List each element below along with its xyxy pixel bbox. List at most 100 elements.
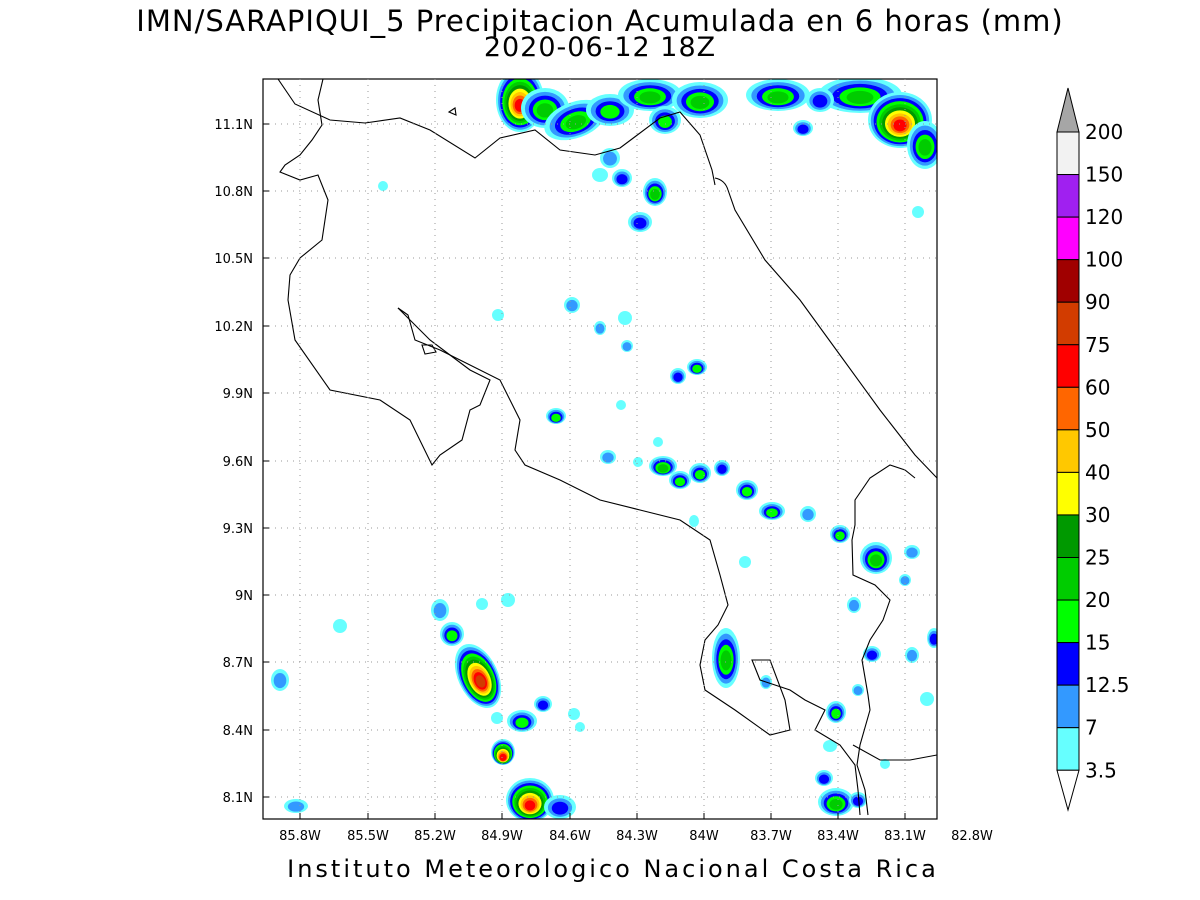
colorbar-label: 120 [1085, 205, 1123, 229]
precip-cell [618, 79, 682, 111]
precip-contour [812, 94, 828, 108]
precip-cell [818, 788, 854, 816]
precip-contour [616, 400, 626, 410]
precip-contour [741, 487, 753, 497]
precip-contour [673, 372, 683, 382]
precip-cell [600, 450, 616, 464]
lat-tick-label: 10.8N [214, 185, 253, 200]
precip-contour [650, 188, 660, 200]
precip-cell [506, 778, 554, 819]
inner-coast-loop [421, 344, 437, 355]
colorbar-label: 150 [1085, 163, 1123, 187]
colorbar-swatch [1056, 216, 1080, 261]
map-title: IMN/SARAPIQUI_5 Precipitacion Acumulada … [136, 4, 1064, 38]
precip-contour [475, 675, 486, 688]
precip-cell [907, 121, 937, 169]
precip-contour [565, 115, 587, 130]
precip-cell [687, 359, 707, 375]
colorbar-label: 75 [1085, 333, 1110, 357]
lon-tick-label: 85.8W [279, 829, 321, 844]
lon-tick-label: 83.7W [750, 829, 792, 844]
precip-cell [672, 82, 728, 118]
precip-cell [904, 545, 920, 559]
colorbar-swatch [1056, 642, 1080, 686]
precip-cell [830, 525, 850, 543]
colorbar-label: 50 [1085, 418, 1110, 442]
colorbar-swatch [1056, 131, 1080, 176]
graticule [263, 79, 937, 819]
precip-contour [657, 464, 669, 473]
latitude-tick-labels: 11.1N 10.8N 10.5N 10.2N 9.9N 9.6N 9.3N 9N 8.7N 8.… [214, 118, 253, 806]
colorbar-label: 20 [1085, 588, 1110, 612]
precip-contour [491, 712, 503, 724]
colorbar-label: 90 [1085, 290, 1110, 314]
precip-contour [906, 649, 918, 662]
colorbar-swatch [1056, 727, 1080, 771]
precip-contour [720, 650, 732, 671]
precip-contour [536, 103, 554, 118]
precip-contour [639, 91, 661, 104]
precip-contour [524, 800, 536, 811]
precip-contour [853, 686, 863, 696]
precip-contour [818, 774, 830, 784]
precip-contour [592, 168, 608, 182]
precip-contour [880, 759, 890, 769]
precip-contour [848, 599, 860, 612]
colorbar-swatch [1056, 344, 1080, 388]
colorbar-swatch [1056, 684, 1080, 729]
precip-contour [852, 796, 864, 806]
colorbar-swatch [1056, 599, 1080, 644]
colorbar-swatch [1056, 386, 1080, 431]
precip-contour [823, 740, 837, 752]
precip-cell [826, 701, 846, 723]
precip-cell [736, 480, 758, 500]
precip-contour [575, 722, 585, 732]
precip-cell [628, 212, 652, 232]
colorbar-top-triangle [1056, 87, 1080, 133]
precip-contour [568, 708, 580, 720]
pacific-coast-south [852, 744, 937, 761]
colorbar-swatch [1056, 429, 1080, 473]
precip-cell [912, 206, 924, 218]
precip-contour [739, 556, 751, 568]
precip-contour [835, 531, 845, 541]
precip-contour [918, 139, 932, 156]
precip-cell [815, 770, 833, 786]
lon-tick-label: 85.5W [347, 829, 389, 844]
precip-cell [454, 644, 502, 708]
precip-contour [600, 104, 620, 119]
precip-cell [544, 795, 576, 819]
nicaragua-border-line [277, 79, 716, 186]
precip-contour [846, 90, 874, 104]
precip-cell [852, 684, 864, 696]
precip-contour [694, 470, 706, 480]
precip-contour [653, 437, 663, 447]
precip-contour [870, 554, 882, 567]
precip-cell [863, 646, 881, 662]
precip-contour [616, 174, 628, 185]
map-subtitle-datetime: 2020-06-12 18Z [483, 32, 717, 63]
precip-contour [618, 311, 632, 325]
precip-contour [273, 673, 287, 689]
precip-cell [649, 106, 681, 134]
precip-cell [669, 471, 691, 489]
colorbar: 200 150 120 100 90 75 60 50 40 30 25 20 15 12.5 7 3.5 [1056, 87, 1130, 812]
precip-contour [674, 477, 686, 487]
precip-cell [564, 297, 580, 313]
precip-contour [929, 633, 937, 645]
lat-tick-label: 10.5N [214, 252, 253, 267]
precipitation-layer [271, 79, 937, 819]
precip-cell [501, 593, 515, 607]
precip-cell [905, 647, 919, 663]
precip-cell [739, 556, 751, 568]
precip-cell [618, 311, 632, 325]
precip-contour [501, 593, 515, 607]
lat-tick-label: 11.1N [214, 118, 253, 133]
precip-contour [906, 547, 918, 558]
precip-contour [537, 700, 549, 710]
precip-contour [515, 717, 529, 728]
lat-tick-label: 9.6N [223, 455, 253, 470]
precip-cell [568, 708, 580, 720]
precip-cell [806, 88, 834, 112]
